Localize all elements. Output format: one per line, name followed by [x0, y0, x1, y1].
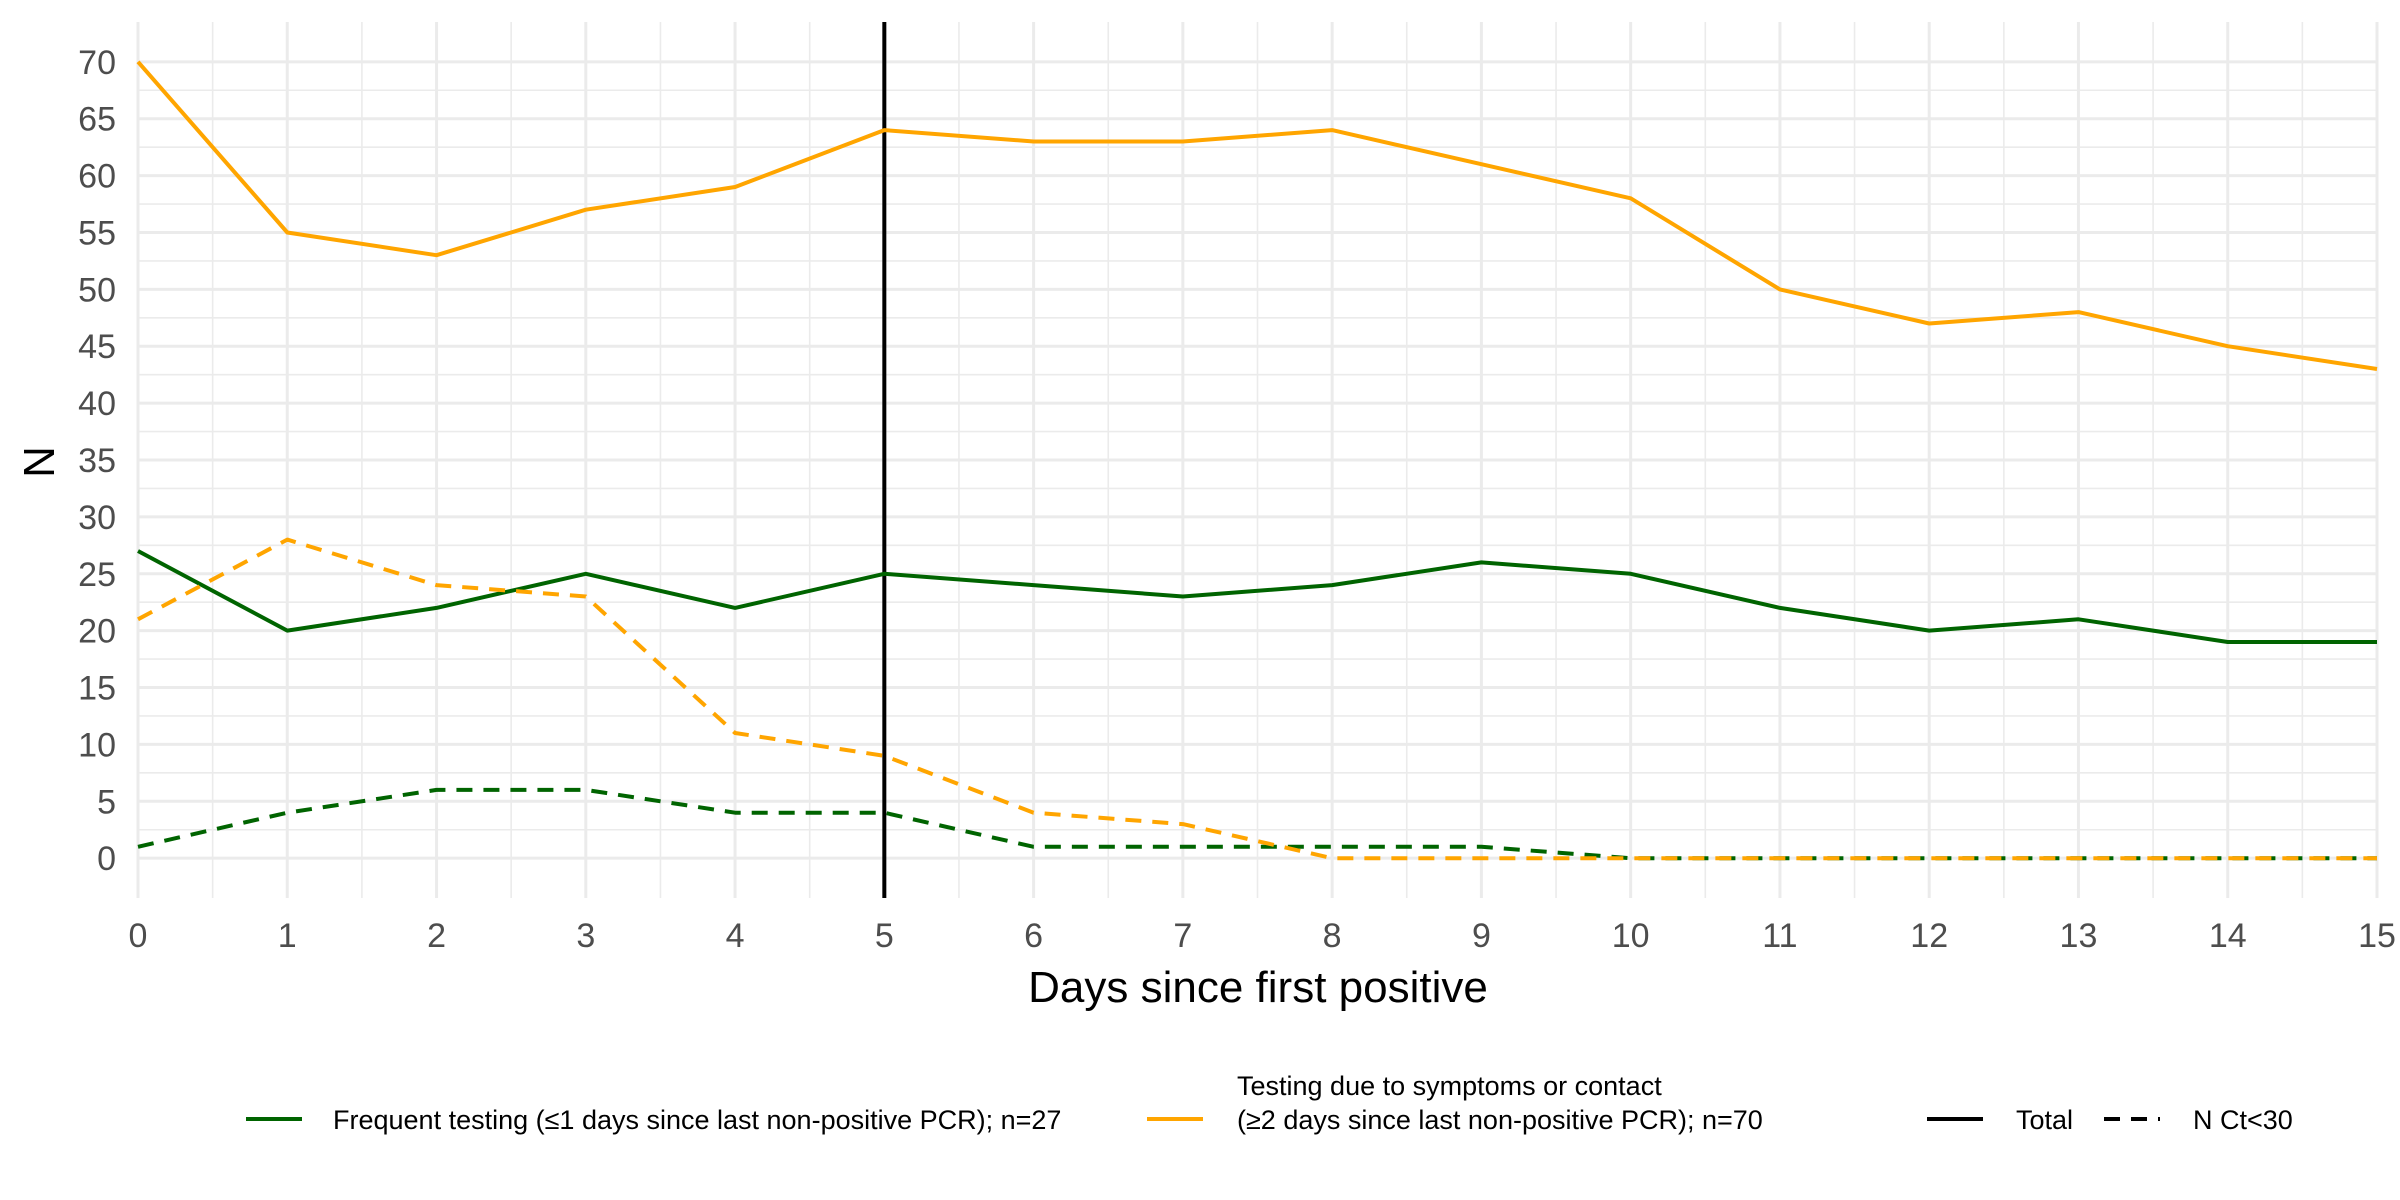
- series-line-symptoms-total: [136, 60, 2378, 371]
- y-tick-label: 5: [97, 783, 116, 821]
- series-line-frequent-ct30: [137, 787, 2377, 861]
- y-tick-label: 65: [78, 101, 116, 139]
- y-tick-label: 70: [78, 44, 116, 82]
- x-tick-label: 4: [726, 917, 745, 955]
- y-tick-label: 45: [78, 328, 116, 366]
- x-tick-label: 1: [278, 917, 297, 955]
- y-tick-label: 30: [78, 499, 116, 537]
- y-tick-label: 25: [78, 556, 116, 594]
- series-layer: [136, 60, 2378, 861]
- y-tick-label: 0: [97, 840, 116, 878]
- grid: [136, 22, 2379, 898]
- y-axis-title: N: [15, 446, 64, 478]
- legend-label: N Ct<30: [2193, 1105, 2293, 1135]
- x-tick-label: 15: [2358, 917, 2396, 955]
- x-tick-label: 6: [1024, 917, 1043, 955]
- x-axis-title: Days since first positive: [1028, 963, 1488, 1012]
- x-tick-label: 14: [2209, 917, 2247, 955]
- x-tick-label: 3: [576, 917, 595, 955]
- y-tick-label: 35: [78, 442, 116, 480]
- x-tick-label: 7: [1173, 917, 1192, 955]
- y-tick-label: 10: [78, 726, 116, 764]
- y-tick-label: 55: [78, 214, 116, 252]
- x-tick-label: 0: [129, 917, 148, 955]
- legend-label: Total: [2016, 1105, 2073, 1135]
- x-tick-label: 13: [2060, 917, 2098, 955]
- legend-label: Testing due to symptoms or contact: [1237, 1071, 1662, 1101]
- series-line-frequent-total: [137, 549, 2377, 644]
- legend-label: Frequent testing (≤1 days since last non…: [333, 1105, 1061, 1135]
- x-tick-label: 10: [1612, 917, 1650, 955]
- legend: Frequent testing (≤1 days since last non…: [246, 1071, 2293, 1135]
- y-tick-label: 50: [78, 271, 116, 309]
- x-tick-label: 2: [427, 917, 446, 955]
- x-tick-label: 12: [1910, 917, 1948, 955]
- x-axis-ticks: 0 1 2 3 4 5 6 7 8 9 10 11 12 13 14 15: [129, 917, 2396, 955]
- x-tick-label: 8: [1323, 917, 1342, 955]
- x-tick-label: 9: [1472, 917, 1491, 955]
- x-tick-label: 11: [1762, 917, 1797, 955]
- y-tick-label: 60: [78, 158, 116, 196]
- y-axis-ticks: 0 5 10 15 20 25 30 35 40 45 50 55 60 65 70: [78, 44, 116, 878]
- legend-label: (≥2 days since last non-positive PCR); n…: [1237, 1105, 1763, 1135]
- x-tick-label: 5: [875, 917, 894, 955]
- y-tick-label: 40: [78, 385, 116, 423]
- y-tick-label: 15: [78, 670, 116, 708]
- y-tick-label: 20: [78, 613, 116, 651]
